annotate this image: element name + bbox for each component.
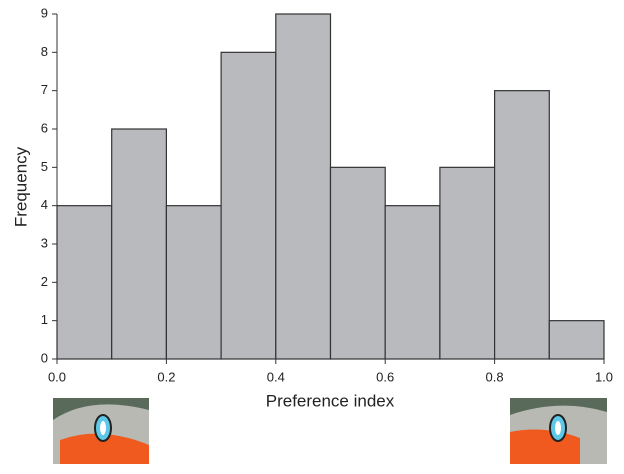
bar — [221, 52, 276, 359]
bar — [166, 206, 221, 359]
bar — [112, 129, 167, 359]
bar — [57, 206, 112, 359]
x-tick-label: 0.0 — [48, 369, 66, 384]
x-tick-label: 0.2 — [157, 369, 175, 384]
chart: Preference index Frequency 0 1 2 3 4 5 6 7 8 9 0.0… — [0, 0, 624, 469]
y-tick-label: 0 — [41, 350, 48, 365]
x-tick-label: 0.6 — [376, 369, 394, 384]
fish-right — [510, 398, 607, 464]
y-tick-label: 7 — [41, 82, 48, 97]
x-tick-label: 1.0 — [595, 369, 613, 384]
x-tick-label: 0.4 — [267, 369, 285, 384]
bar — [495, 91, 550, 359]
y-tick-label: 5 — [41, 159, 48, 174]
bar — [331, 167, 386, 359]
y-tick-label: 9 — [41, 5, 48, 20]
x-tick-label: 0.8 — [486, 369, 504, 384]
y-tick-label: 4 — [41, 197, 48, 212]
bar — [385, 206, 440, 359]
bar — [276, 14, 331, 359]
x-axis-title: Preference index — [266, 391, 395, 410]
y-tick-label: 6 — [41, 120, 48, 135]
y-tick-label: 2 — [41, 274, 48, 289]
page: {"chart_data": {"type": "histogram", "x_… — [0, 0, 624, 474]
bar — [440, 167, 495, 359]
bar — [549, 321, 604, 359]
y-tick-label: 3 — [41, 235, 48, 250]
y-tick-label: 1 — [41, 312, 48, 327]
y-axis-title: Frequency — [11, 146, 30, 227]
y-tick-label: 8 — [41, 44, 48, 59]
fish-left — [53, 398, 149, 464]
